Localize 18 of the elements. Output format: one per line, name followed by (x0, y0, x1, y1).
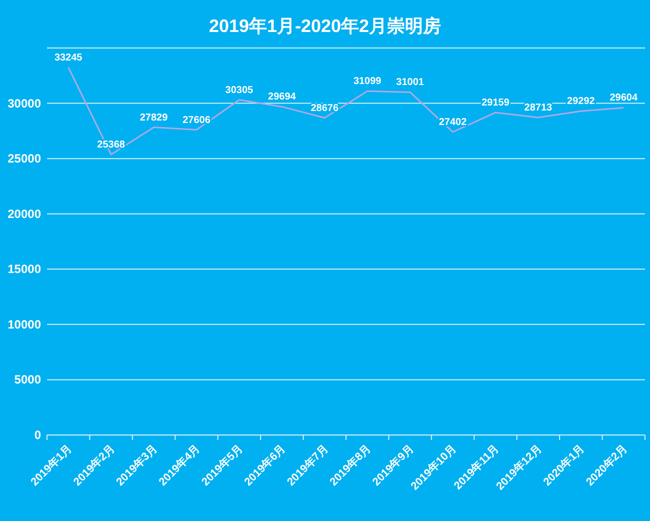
y-tick-label: 30000 (8, 96, 42, 110)
y-tick-label: 10000 (8, 317, 42, 332)
y-tick-label: 5000 (14, 372, 42, 387)
data-label: 27606 (182, 114, 211, 126)
y-tick-label: 20000 (8, 206, 42, 221)
y-tick-label: 25000 (8, 152, 42, 166)
y-tick-label: 0 (34, 428, 42, 442)
data-label: 29694 (268, 92, 296, 103)
data-label: 30305 (225, 84, 254, 96)
data-label: 31001 (396, 77, 424, 88)
data-label: 33245 (54, 52, 83, 64)
data-label: 31099 (353, 76, 382, 88)
y-tick-label: 15000 (8, 262, 42, 276)
chart-title: 2019年1月-2020年2月崇明房 (208, 16, 442, 36)
data-label: 28713 (524, 102, 553, 114)
data-label: 28676 (310, 102, 339, 114)
data-label: 27829 (140, 112, 168, 124)
data-label: 29604 (610, 92, 638, 104)
